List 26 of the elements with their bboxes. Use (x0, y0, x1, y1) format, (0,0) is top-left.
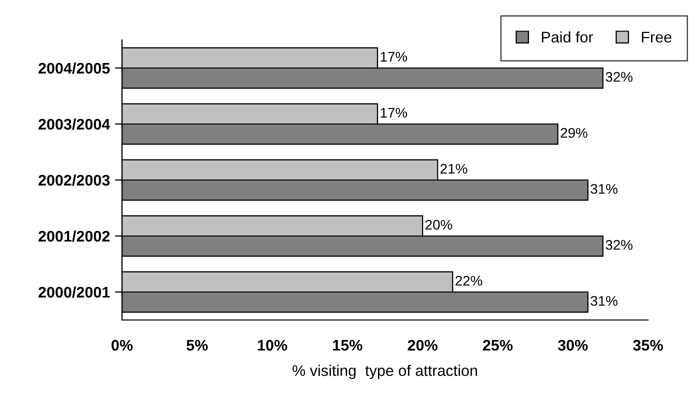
data-label: 17% (380, 108, 408, 118)
data-label: 20% (426, 220, 452, 230)
data-label: 17% (380, 52, 408, 62)
y-tick-label: 2000/2001 (38, 286, 110, 298)
data-label: 32% (606, 72, 632, 82)
x-tick-label: 25% (482, 340, 513, 351)
y-tick-label: 2001/2002 (38, 230, 110, 242)
x-tick-label: 0% (112, 340, 133, 351)
data-label: 22% (456, 276, 482, 286)
data-label: 21% (440, 164, 468, 174)
data-label: 31% (590, 296, 618, 306)
legend-label: Paid for (542, 31, 594, 43)
x-tick-label: 5% (186, 340, 208, 351)
x-tick-label: 20% (408, 340, 438, 351)
y-tick-label: 2003/2004 (38, 118, 110, 130)
x-tick-label: 10% (258, 340, 288, 351)
legend-label: Free (642, 32, 672, 43)
x-tick-label: 30% (558, 340, 588, 351)
x-tick-label: 35% (633, 340, 663, 351)
y-tick-label: 2004/2005 (38, 62, 110, 74)
data-label: 29% (560, 128, 588, 138)
data-label: 31% (590, 184, 618, 194)
x-axis-title: % visiting type of attraction (292, 364, 477, 380)
x-tick-label: 15% (333, 340, 362, 351)
y-tick-label: 2002/2003 (38, 174, 110, 186)
data-label: 32% (606, 240, 632, 250)
